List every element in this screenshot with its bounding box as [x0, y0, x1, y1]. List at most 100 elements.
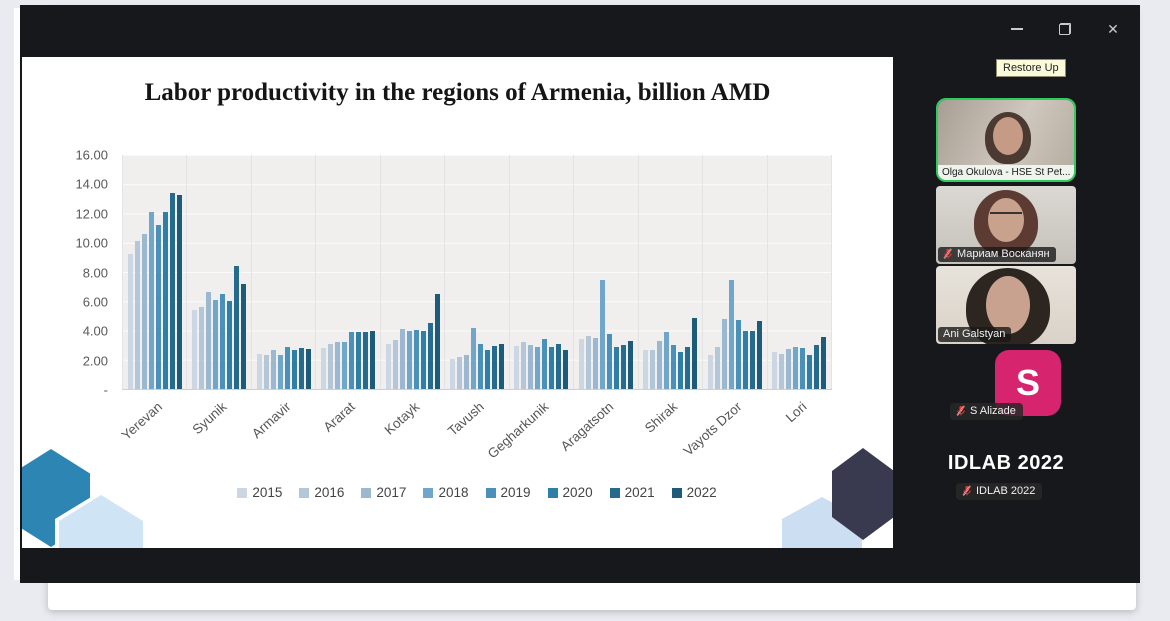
bar-2019: [284, 346, 290, 389]
bar-2022: [305, 348, 311, 389]
participant-tile-ani[interactable]: Ani Galstyan: [936, 266, 1076, 344]
x-tick-label: Ararat: [320, 399, 359, 435]
legend-item: 2021: [609, 485, 655, 500]
restore-up-tooltip: Restore Up: [996, 59, 1066, 77]
bar-2021: [363, 331, 369, 389]
x-tick-label: Lori: [782, 399, 810, 426]
bar-2020: [549, 346, 555, 389]
legend-item: 2015: [237, 485, 282, 500]
bar-2016: [714, 346, 720, 389]
bar-group: Yerevan: [118, 155, 188, 443]
bar-group: Armavir: [249, 155, 317, 441]
legend-swatch: [485, 487, 496, 498]
plot-area: Yerevan Syunik Armavir Ararat Kotayk Tavush Ge…: [118, 155, 832, 461]
bar-2022: [821, 337, 827, 389]
bar-2015: [578, 338, 584, 389]
bar-2020: [678, 352, 684, 389]
x-tick-label: Tavush: [445, 399, 488, 439]
participant-name-label: Ani Galstyan: [938, 327, 1012, 342]
bar-group: Shirak: [639, 155, 704, 436]
x-tick-label: Vayots Dzor: [680, 399, 745, 459]
bar-2020: [420, 331, 426, 389]
bar-2019: [155, 225, 161, 389]
y-tick-label: 14.00: [75, 176, 108, 192]
bar-2015: [321, 348, 327, 389]
close-button[interactable]: ✕: [1100, 17, 1126, 41]
bar-2022: [627, 340, 633, 389]
x-tick-label: Aragatsotn: [557, 399, 616, 454]
participant-name-label: S Alizade: [950, 403, 1023, 420]
bar-2017: [206, 292, 212, 389]
bar-2017: [528, 345, 534, 389]
legend-item: 2022: [671, 485, 717, 500]
legend-swatch: [671, 487, 682, 498]
bar-group: Syunik: [187, 155, 252, 437]
bar-2015: [449, 359, 455, 389]
bar-2017: [335, 342, 341, 389]
meeting-window: ✕ Labor productivity in the regions of A…: [20, 5, 1140, 583]
close-icon: ✕: [1107, 20, 1119, 37]
bar-2016: [328, 343, 334, 389]
bar-2021: [298, 348, 304, 389]
minimize-button[interactable]: [1004, 17, 1030, 41]
y-tick-label: 4.00: [82, 323, 108, 339]
bar-2016: [521, 342, 527, 389]
bar-2015: [772, 352, 778, 389]
bar-group: Ararat: [316, 155, 381, 435]
muted-mic-icon: [962, 485, 971, 496]
bar-2022: [434, 293, 440, 389]
y-tick-label: 16.00: [75, 147, 108, 163]
bar-2017: [399, 329, 405, 389]
bar-2021: [169, 193, 175, 389]
bar-2019: [671, 345, 677, 389]
bar-2019: [413, 329, 419, 389]
bar-2018: [728, 280, 734, 389]
bar-2020: [613, 346, 619, 389]
chart-title: Labor productivity in the regions of Arm…: [144, 79, 771, 106]
bar-2017: [721, 318, 727, 389]
bar-2021: [685, 347, 691, 389]
legend-swatch: [361, 487, 372, 498]
bar-2020: [227, 301, 233, 389]
bar-2021: [556, 343, 562, 389]
y-tick-label: 6.00: [82, 294, 108, 310]
legend-swatch: [547, 487, 558, 498]
bar-2017: [141, 233, 147, 389]
participant-tile-mariam[interactable]: Мариам Восканян: [936, 186, 1076, 264]
bar-2016: [392, 340, 398, 389]
bar-2017: [786, 348, 792, 389]
avatar-letter: S: [1015, 362, 1040, 403]
participant-name-label: IDLAB 2022: [956, 483, 1043, 500]
y-tick-label: 12.00: [75, 206, 108, 222]
bar-2022: [370, 330, 376, 389]
participant-name-label: Olga Okulova - HSE St Pet...: [938, 165, 1074, 180]
shared-screen-slide: Labor productivity in the regions of Arm…: [22, 57, 893, 548]
legend-item: 2020: [547, 485, 593, 500]
bar-group: Tavush: [445, 155, 510, 439]
bar-2018: [793, 347, 799, 389]
bar-2019: [800, 348, 806, 389]
bar-2015: [127, 254, 133, 389]
participant-tile-olga[interactable]: Olga Okulova - HSE St Pet...: [936, 98, 1076, 182]
glasses: [990, 212, 1022, 221]
bar-2022: [498, 344, 504, 389]
x-tick-label: Yerevan: [118, 399, 165, 443]
restore-button[interactable]: [1052, 17, 1078, 41]
legend-item: 2017: [361, 485, 406, 500]
bar-2022: [241, 283, 247, 389]
bar-2015: [192, 310, 198, 389]
minimize-icon: [1011, 28, 1023, 30]
bar-2015: [514, 345, 520, 389]
x-tick-label: Gegharkunik: [484, 399, 552, 462]
y-axis: 16.00 14.00 12.00 10.00 8.00 6.00 4.00 2.00 -: [52, 148, 114, 398]
muted-mic-icon: [943, 248, 952, 259]
bar-2020: [356, 331, 362, 389]
bar-2019: [735, 319, 741, 389]
bar-group: Aragatsotn: [557, 155, 639, 454]
legend-item: 2016: [299, 485, 344, 500]
bar-2016: [585, 335, 591, 389]
bar-group: Kotayk: [381, 155, 446, 438]
bar-2018: [535, 346, 541, 389]
restore-icon: [1059, 23, 1071, 35]
bar-2019: [542, 339, 548, 389]
